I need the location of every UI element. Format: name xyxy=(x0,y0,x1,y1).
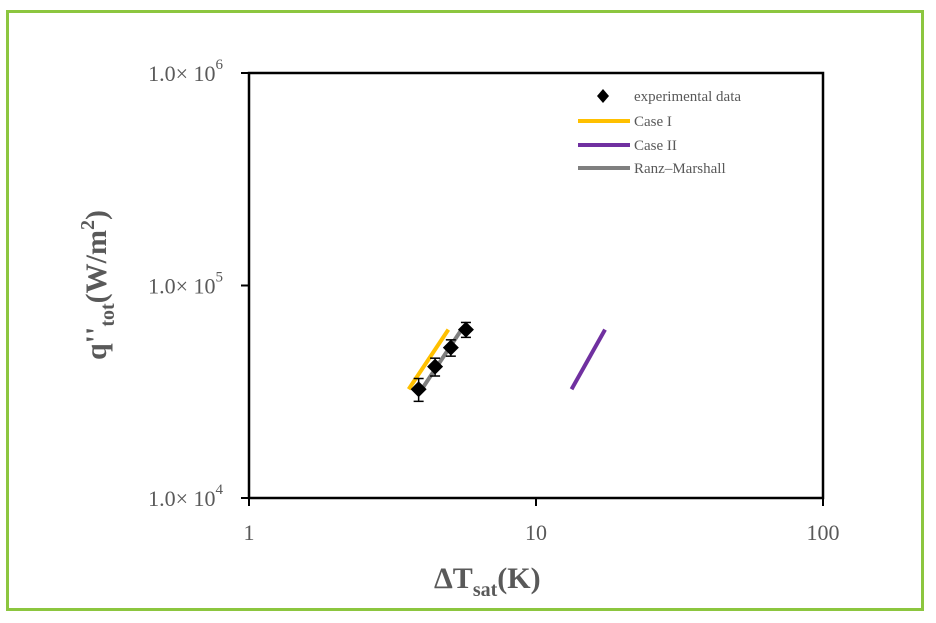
y-tick-label: 1.0× 104 xyxy=(148,482,223,511)
y-axis-title: q''tot(W/m2) xyxy=(77,210,119,360)
data-point xyxy=(410,381,427,398)
data-point xyxy=(427,358,444,375)
plot-area xyxy=(247,71,825,500)
x-axis-ticks: 1 10 100 xyxy=(244,498,840,545)
y-tick-label: 1.0× 105 xyxy=(148,270,223,299)
legend: experimental data Case I Case II Ranz–Ma… xyxy=(578,89,741,177)
data-point xyxy=(442,339,459,356)
data-point xyxy=(457,321,474,338)
x-tick-label: 10 xyxy=(525,520,547,545)
series-line-case-i xyxy=(406,328,451,391)
x-axis-title: ΔTsat(K) xyxy=(434,562,541,601)
legend-label-case-1: Case I xyxy=(634,114,672,130)
x-tick-label: 1 xyxy=(244,520,255,545)
legend-label-ranz-marshall: Ranz–Marshall xyxy=(634,161,726,177)
y-axis-ticks: 1.0× 104 1.0× 105 1.0× 106 xyxy=(148,57,249,511)
x-tick-label: 100 xyxy=(807,520,840,545)
legend-marker-experimental-data xyxy=(597,89,609,103)
legend-label-experimental-data: experimental data xyxy=(634,89,741,105)
series-line-case-ii xyxy=(569,328,607,391)
series-layer xyxy=(406,321,607,403)
legend-label-case-2: Case II xyxy=(634,138,677,154)
y-tick-label: 1.0× 106 xyxy=(148,57,223,86)
